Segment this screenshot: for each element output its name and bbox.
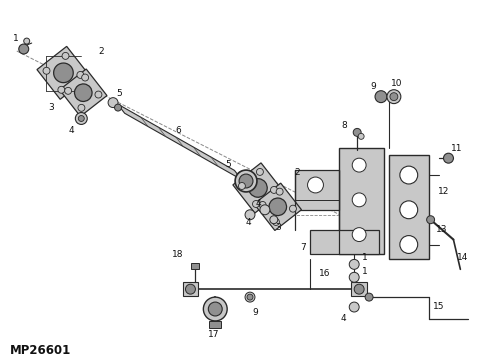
Circle shape [82, 74, 88, 81]
Circle shape [208, 302, 222, 316]
Text: 15: 15 [433, 301, 444, 310]
Circle shape [270, 216, 278, 224]
Text: MP26601: MP26601 [10, 344, 71, 357]
Polygon shape [254, 183, 302, 230]
Text: 4: 4 [68, 126, 74, 135]
Circle shape [78, 104, 85, 111]
Text: 18: 18 [172, 250, 184, 259]
Circle shape [260, 205, 270, 215]
Polygon shape [60, 69, 107, 116]
Ellipse shape [269, 198, 286, 215]
Circle shape [365, 293, 373, 301]
Circle shape [352, 158, 366, 172]
Circle shape [247, 294, 253, 300]
Text: 17: 17 [208, 330, 219, 339]
Circle shape [239, 174, 247, 182]
Ellipse shape [54, 63, 73, 83]
Text: 5: 5 [226, 160, 231, 169]
Circle shape [186, 284, 196, 294]
Circle shape [19, 44, 28, 54]
Circle shape [259, 202, 266, 209]
Text: 6: 6 [176, 126, 182, 135]
Circle shape [43, 67, 50, 74]
Text: 3: 3 [48, 103, 54, 112]
Circle shape [77, 71, 84, 78]
Circle shape [426, 216, 434, 224]
Text: 10: 10 [391, 79, 402, 88]
Text: 3: 3 [275, 223, 280, 232]
Circle shape [62, 52, 69, 59]
Circle shape [58, 86, 65, 93]
Text: 14: 14 [456, 253, 468, 262]
Circle shape [276, 188, 283, 195]
Text: 11: 11 [450, 144, 462, 153]
Circle shape [352, 228, 366, 242]
Circle shape [108, 98, 118, 108]
Circle shape [78, 115, 84, 122]
Circle shape [236, 171, 250, 185]
Circle shape [354, 284, 364, 294]
Bar [210, 321, 221, 328]
Circle shape [64, 87, 71, 94]
Circle shape [290, 205, 296, 212]
Circle shape [245, 210, 255, 220]
Circle shape [352, 193, 366, 207]
Circle shape [76, 112, 88, 124]
Polygon shape [389, 155, 428, 260]
Ellipse shape [74, 84, 92, 102]
Circle shape [390, 93, 398, 100]
Text: 2: 2 [295, 167, 300, 177]
Text: 13: 13 [436, 225, 448, 234]
Text: 16: 16 [318, 269, 330, 278]
Text: 7: 7 [300, 243, 306, 252]
Circle shape [245, 292, 255, 302]
Circle shape [238, 182, 246, 189]
Text: 9: 9 [370, 82, 376, 91]
Circle shape [358, 133, 364, 139]
Bar [351, 282, 367, 296]
Circle shape [308, 177, 324, 193]
Text: 8: 8 [342, 121, 347, 130]
Circle shape [353, 128, 361, 136]
Circle shape [375, 91, 387, 103]
Ellipse shape [235, 170, 257, 192]
Circle shape [272, 218, 280, 225]
Circle shape [270, 186, 278, 193]
Text: 1: 1 [362, 253, 368, 262]
Circle shape [24, 38, 30, 44]
Circle shape [400, 166, 417, 184]
Text: 4: 4 [245, 218, 251, 227]
Text: 12: 12 [438, 187, 449, 197]
Circle shape [444, 153, 454, 163]
Circle shape [114, 104, 121, 111]
Text: 1: 1 [362, 267, 368, 276]
Polygon shape [37, 46, 90, 99]
Circle shape [349, 302, 359, 312]
Circle shape [349, 260, 359, 269]
Text: 5: 5 [116, 89, 122, 98]
Ellipse shape [239, 174, 253, 188]
Text: 2: 2 [98, 47, 104, 55]
Circle shape [400, 236, 417, 253]
Bar [192, 264, 200, 269]
Circle shape [387, 90, 401, 104]
Ellipse shape [248, 179, 267, 197]
Circle shape [252, 201, 260, 207]
Text: 4: 4 [255, 199, 261, 208]
Polygon shape [340, 148, 384, 254]
Circle shape [95, 91, 102, 98]
Text: 4: 4 [340, 314, 346, 324]
Circle shape [400, 201, 417, 219]
Text: 9: 9 [252, 309, 258, 317]
Polygon shape [294, 170, 340, 210]
Bar [182, 282, 198, 296]
Circle shape [204, 297, 227, 321]
Circle shape [349, 272, 359, 282]
Polygon shape [310, 230, 379, 254]
Text: 1: 1 [13, 33, 18, 43]
Polygon shape [233, 163, 283, 213]
Circle shape [256, 169, 264, 175]
Polygon shape [118, 104, 242, 180]
